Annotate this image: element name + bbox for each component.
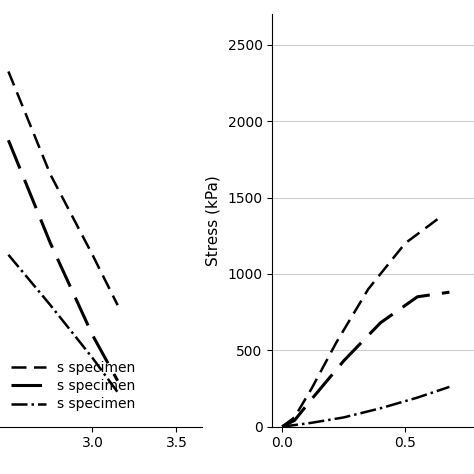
- Y-axis label: Stress (kPa): Stress (kPa): [206, 175, 220, 266]
- Legend: s specimen, s specimen, s specimen: s specimen, s specimen, s specimen: [11, 361, 135, 411]
